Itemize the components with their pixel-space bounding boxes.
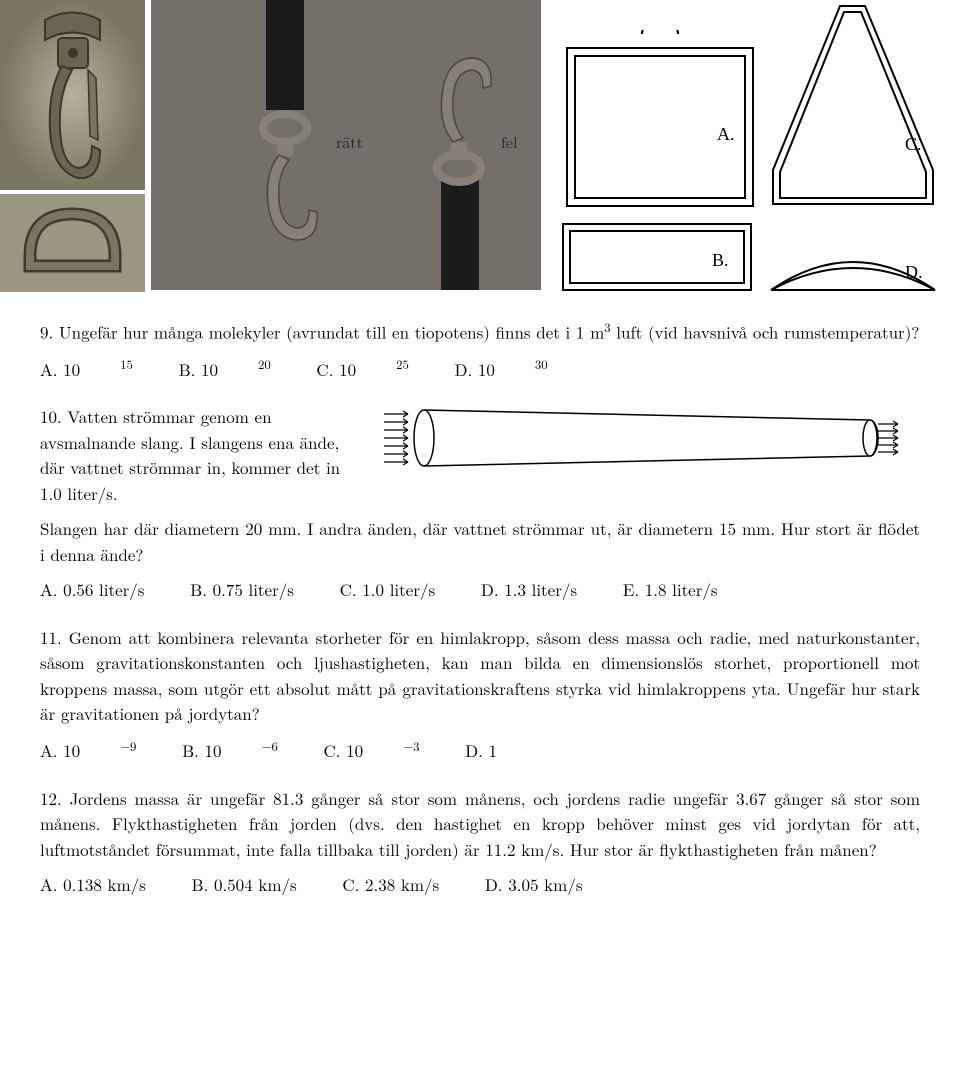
shape-d-label: D. (905, 262, 923, 282)
shape-a: A. (557, 30, 757, 210)
q12-opt-b: B. 0.504 km/s (192, 872, 297, 898)
q10-opt-b: B. 0.75 liter/s (190, 577, 294, 603)
q12-options: A. 0.138 km/s B. 0.504 km/s C. 2.38 km/s… (40, 872, 920, 898)
shape-b-label: B. (712, 250, 729, 270)
q9-options: A. 1015 B. 1020 C. 1025 D. 1030 (40, 355, 920, 382)
strap-photo: rätt fel (151, 0, 541, 290)
label-fel: fel (501, 130, 517, 154)
q10-opt-a: A. 0.56 liter/s (40, 577, 145, 603)
q12-text: 12. Jordens massa är ungefär 81.3 gånger… (40, 786, 920, 863)
q12-opt-d: D. 3.05 km/s (485, 872, 583, 898)
shape-a-label: A. (717, 124, 735, 144)
q10-text-rest: Slangen har där diametern 20 mm. I andra… (40, 516, 920, 567)
q11-opt-a: A. 10−9 (40, 737, 136, 764)
q10-opt-d: D. 1.3 liter/s (481, 577, 577, 603)
q11-opt-d: D. 1 (465, 738, 497, 764)
question-9: 9. Ungefär hur många molekyler (avrundat… (40, 318, 920, 382)
q9-opt-b: B. 1020 (179, 355, 271, 382)
q11-opt-c: C. 10−3 (324, 737, 420, 764)
q10-options: A. 0.56 liter/s B. 0.75 liter/s C. 1.0 l… (40, 577, 920, 603)
q10-hose-icon (380, 404, 900, 474)
q9-text-post: luft (vid havsnivå och rumstemperatur)? (611, 320, 920, 344)
shape-c-label: C. (905, 134, 922, 154)
shape-d: D. (765, 242, 940, 296)
q9-opt-c: C. 1025 (316, 355, 408, 382)
q10-text-top: 10. Vatten strömmar genom en avsmalnande… (40, 404, 360, 506)
shape-c: C. (765, 0, 940, 210)
q11-options: A. 10−9 B. 10−6 C. 10−3 D. 1 (40, 737, 920, 764)
q10-opt-e: E. 1.8 liter/s (623, 577, 718, 603)
q12-opt-c: C. 2.38 km/s (342, 872, 439, 898)
label-ratt: rätt (336, 130, 363, 154)
q9-text: 9. Ungefär hur många molekyler (avrundat… (40, 318, 920, 345)
q12-opt-a: A. 0.138 km/s (40, 872, 146, 898)
question-11: 11. Genom att kombinera relevanta storhe… (40, 625, 920, 764)
q10-opt-c: C. 1.0 liter/s (340, 577, 436, 603)
shape-diagrams: A. C. B. D. (557, 0, 940, 296)
photo-column-left (0, 0, 145, 292)
hook-photo (0, 0, 145, 190)
question-12: 12. Jordens massa är ungefär 81.3 gånger… (40, 786, 920, 898)
shape-b: B. (557, 218, 757, 296)
q11-opt-b: B. 10−6 (182, 737, 278, 764)
d-ring-photo (0, 194, 145, 292)
d-ring-icon (0, 194, 145, 292)
q9-opt-a: A. 1015 (40, 355, 133, 382)
q9-opt-d: D. 1030 (455, 355, 548, 382)
q9-text-pre: 9. Ungefär hur många molekyler (avrundat… (40, 320, 604, 344)
top-figures-row: rätt fel A. C. B. (0, 0, 960, 296)
q11-text: 11. Genom att kombinera relevanta storhe… (40, 625, 920, 727)
question-10: 10. Vatten strömmar genom en avsmalnande… (40, 404, 920, 603)
hook-icon (0, 0, 145, 190)
